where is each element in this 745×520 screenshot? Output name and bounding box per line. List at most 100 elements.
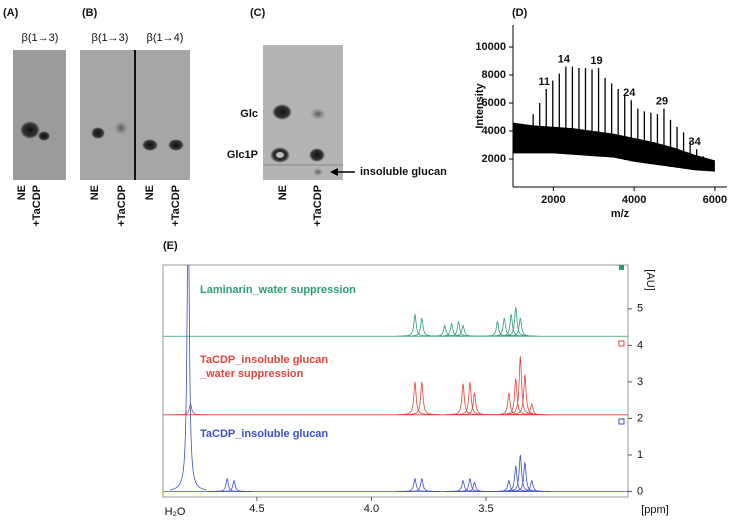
nmr-peak — [215, 479, 253, 492]
nmr-peak — [456, 392, 493, 416]
lane-label: NE — [144, 185, 156, 200]
y-tick-label: 8000 — [482, 69, 506, 81]
nmr-peak — [513, 479, 551, 492]
spot — [310, 108, 326, 120]
nmr-peak — [169, 265, 207, 491]
clip-group — [513, 66, 715, 172]
spot — [142, 139, 158, 151]
trace-label: TaCDP_insoluble glucan — [200, 428, 328, 440]
x-tick-label: 6000 — [703, 194, 727, 206]
lane-label: NE — [16, 185, 28, 200]
nmr-peak — [490, 392, 528, 416]
y-tick-label: 5 — [637, 303, 643, 315]
panel-label: (D) — [512, 7, 528, 19]
marker — [618, 340, 625, 347]
y-tick-label: 6000 — [482, 97, 506, 109]
x-tick-label: 3.5 — [478, 503, 493, 515]
spot-label: Glc — [240, 108, 258, 120]
y-tick-label: 10000 — [475, 41, 506, 53]
peak-label: 29 — [656, 96, 668, 108]
x-axis-label: [ppm] — [641, 504, 669, 516]
plot-frame — [162, 264, 629, 498]
y-tick-label: 4000 — [482, 125, 506, 137]
nmr-peak — [403, 477, 441, 492]
x-tick-label: 4.5 — [249, 503, 264, 515]
trace-label: Laminarin_water suppression — [200, 284, 356, 296]
linkage: β(1→3) — [22, 32, 59, 44]
nmr-peak — [444, 479, 482, 492]
nmr-peak — [403, 317, 441, 337]
spot — [114, 121, 128, 135]
nmr-peak — [208, 477, 246, 492]
y-tick-label: 3 — [637, 376, 643, 388]
lane-label: +TaCDP — [312, 185, 324, 227]
lane-label: +TaCDP — [116, 185, 128, 227]
y-tick-label: 2 — [637, 412, 643, 424]
nmr-peak — [506, 374, 544, 415]
peak-label: 14 — [558, 54, 571, 66]
spot — [309, 148, 325, 162]
peak-label: 11 — [538, 76, 550, 88]
spot — [272, 104, 292, 120]
arrow-label: insoluble glucan — [360, 166, 447, 178]
panel-label: (A) — [3, 7, 19, 19]
nmr-peak — [444, 324, 482, 337]
nmr-peak — [502, 317, 539, 337]
spot — [276, 152, 284, 158]
trace-label: TaCDP_insoluble glucan — [200, 354, 328, 366]
peak-label: 24 — [623, 87, 636, 99]
trace-label: _water suppression — [199, 368, 304, 380]
spot — [91, 127, 105, 139]
nmr-peak — [485, 317, 523, 337]
x-tick-label: 4000 — [622, 194, 646, 206]
nmr-peak — [433, 322, 470, 337]
nmr-peak — [451, 381, 489, 416]
nmr-plot: 4.5 4.0 3.5 0 1 2 3 4 5 Laminarin_water suppressi… — [163, 265, 643, 515]
peak-label: 34 — [689, 136, 702, 148]
nmr-peak — [513, 402, 551, 416]
nmr-peak — [396, 314, 434, 337]
ms-plot: 2000 4000 6000 8000 10000 2000 4000 6000 11 14 19 2… — [475, 41, 727, 206]
panel-label: (B) — [82, 7, 98, 19]
lane-label: +TaCDP — [31, 185, 43, 227]
y-tick-label: 2000 — [482, 153, 506, 165]
lane-label: NE — [277, 185, 289, 200]
nmr-peak — [444, 383, 482, 416]
nmr-peak — [497, 306, 535, 337]
nmr-peak — [396, 477, 434, 492]
spot-label: Glc1P — [227, 149, 258, 161]
y-tick-label: 1 — [637, 449, 643, 461]
nmr-peak — [451, 477, 489, 492]
arrow-head — [330, 168, 338, 176]
lane-label: +TaCDP — [170, 185, 182, 227]
y-tick-label: 0 — [637, 485, 643, 497]
panel-label: (E) — [163, 240, 178, 252]
linkage: β(1→3) — [92, 32, 129, 44]
x-tick-label: 2000 — [541, 194, 565, 206]
x-axis-label: m/z — [611, 208, 630, 220]
y-tick-label: 4 — [637, 339, 643, 351]
panel-label: (C) — [250, 7, 266, 19]
clip-group — [163, 265, 628, 492]
marker — [618, 418, 625, 425]
noise-envelope — [513, 122, 715, 172]
annotation: H₂O — [165, 506, 186, 518]
y-axis-label: Intensity — [474, 83, 486, 129]
spot — [168, 139, 184, 151]
spot — [20, 121, 40, 139]
linkage: β(1→4) — [147, 32, 184, 44]
nmr-peak — [403, 381, 441, 416]
spot — [38, 131, 50, 141]
x-tick-label: 4.0 — [364, 503, 379, 515]
nmr-peak — [396, 381, 434, 416]
peak-label: 19 — [590, 55, 602, 67]
spot — [313, 168, 323, 176]
lane-label: NE — [89, 185, 101, 200]
nmr-peak — [502, 356, 539, 415]
y-axis-label: [AU] — [644, 269, 656, 290]
nmr-peak — [506, 462, 544, 492]
gel-a — [13, 50, 66, 180]
marker — [619, 265, 624, 270]
